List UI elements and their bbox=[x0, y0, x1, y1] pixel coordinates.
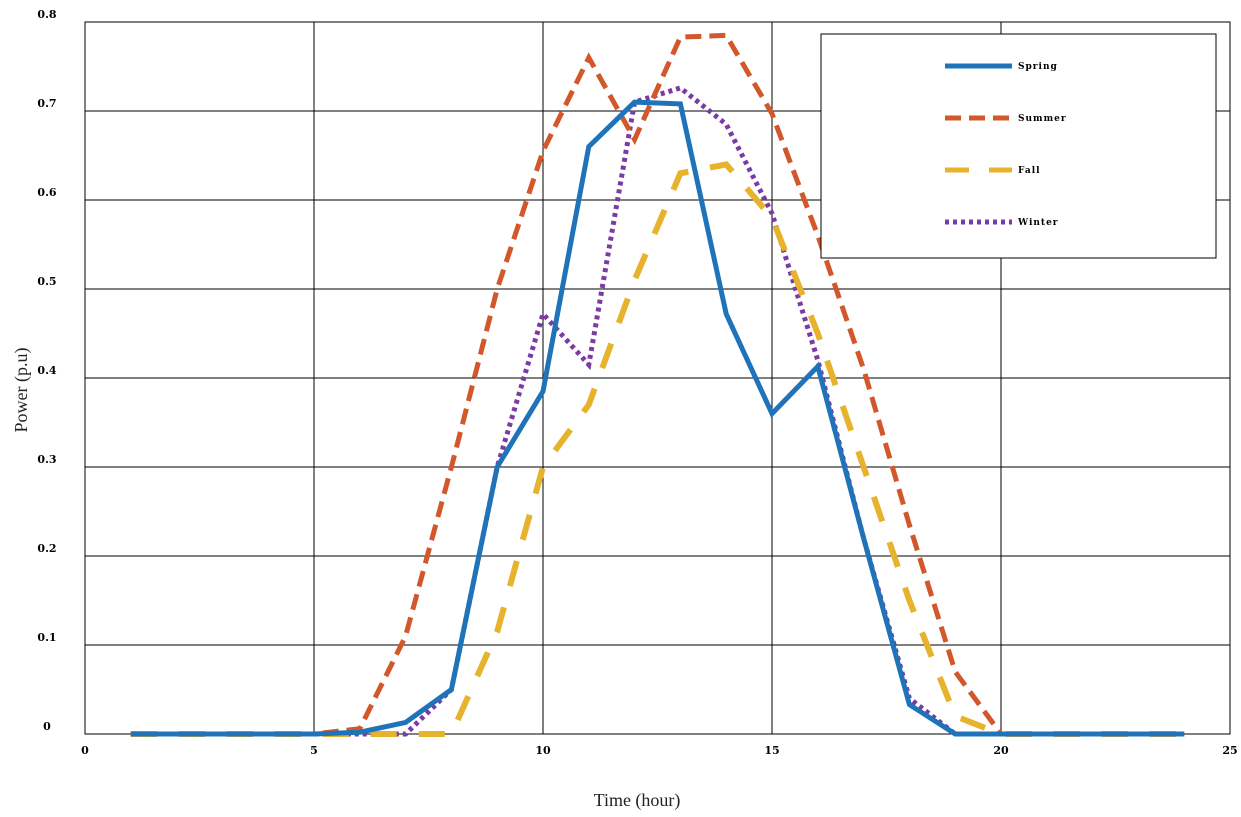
legend-label-spring: Spring bbox=[1018, 62, 1058, 72]
y-tick-label: 0.6 bbox=[37, 186, 56, 199]
legend: Spring Summer Fall Winter bbox=[820, 33, 1217, 259]
legend-label-summer: Summer bbox=[1018, 114, 1067, 124]
x-tick-label: 15 bbox=[764, 744, 779, 757]
y-tick-label: 0 bbox=[43, 720, 51, 733]
legend-label-winter: Winter bbox=[1017, 218, 1059, 228]
y-axis-ticks: 0 0.1 0.2 0.3 0.4 0.5 0.6 0.7 0.8 bbox=[37, 8, 56, 733]
x-tick-label: 5 bbox=[310, 744, 318, 757]
y-tick-label: 0.5 bbox=[37, 275, 56, 288]
y-axis-label: Power (p.u) bbox=[11, 348, 32, 433]
x-tick-label: 0 bbox=[81, 744, 89, 757]
x-tick-label: 25 bbox=[1222, 744, 1237, 757]
legend-label-fall: Fall bbox=[1018, 166, 1041, 176]
series-lines bbox=[130, 32, 1185, 737]
y-tick-label: 0.3 bbox=[37, 453, 56, 466]
y-tick-label: 0.1 bbox=[37, 631, 56, 644]
x-tick-label: 10 bbox=[535, 744, 551, 757]
y-tick-label: 0.7 bbox=[37, 97, 56, 110]
legend-box bbox=[820, 33, 1217, 259]
plot-area-border bbox=[84, 21, 1231, 735]
x-tick-label: 20 bbox=[993, 744, 1009, 757]
y-tick-label: 0.2 bbox=[37, 542, 56, 555]
series-line-spring bbox=[130, 99, 1185, 737]
x-axis-ticks: 0 5 10 15 20 25 bbox=[81, 744, 1237, 757]
y-tick-label: 0.4 bbox=[37, 364, 56, 377]
x-axis-label: Time (hour) bbox=[594, 790, 681, 811]
y-tick-label: 0.8 bbox=[37, 8, 56, 21]
